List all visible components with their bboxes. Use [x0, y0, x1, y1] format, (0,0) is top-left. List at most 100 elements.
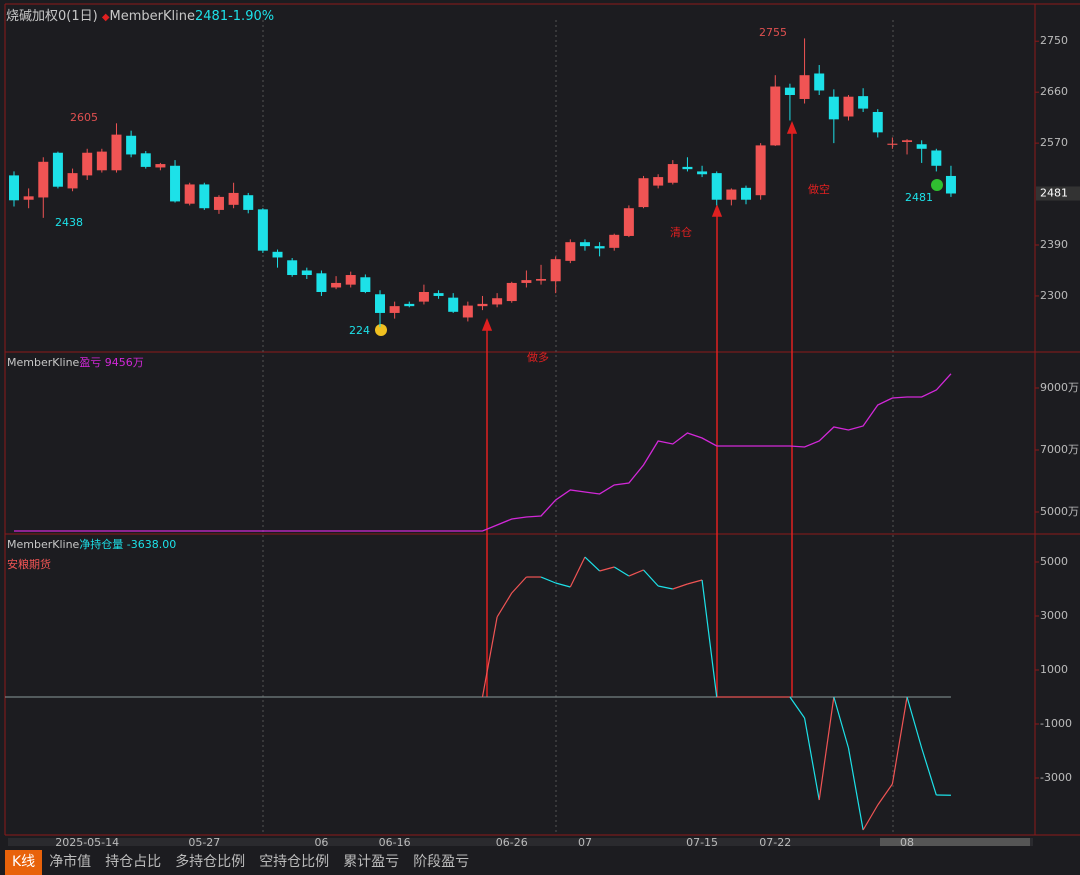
line-segment [847, 747, 864, 831]
candle-body [623, 208, 634, 236]
line [14, 373, 952, 532]
candle-body [272, 251, 283, 258]
candle-body [945, 175, 956, 194]
legend: MemberKline净持仓量 -3638.00 [7, 537, 176, 551]
annotation: 做多 [527, 350, 549, 364]
candle-body [814, 73, 825, 91]
candle-body [755, 145, 766, 196]
tab[interactable]: 累计盈亏 [343, 854, 400, 870]
legend: MemberKline盈亏 9456万 [7, 356, 144, 369]
candle-body [257, 209, 268, 251]
legend-entry: 盈亏 9456万 [79, 356, 144, 369]
indicator: MemberKline [109, 9, 195, 24]
candle-body [931, 150, 942, 166]
legend-subtitle: 安粮期货 [7, 557, 51, 571]
candle-body [697, 171, 708, 175]
candle-body [770, 86, 781, 146]
y-tick-label: 2300 [1040, 289, 1068, 302]
symbol: 烧碱加权0(1日) [6, 9, 98, 24]
candle-body [594, 246, 605, 249]
candle-body [9, 175, 19, 201]
candle-body [404, 303, 415, 307]
tab[interactable]: 多持仓比例 [175, 854, 246, 870]
candle-body [521, 280, 532, 283]
candle-body [828, 96, 839, 120]
line-segment [789, 696, 806, 719]
candle-body [506, 282, 517, 302]
candle-body [843, 96, 854, 117]
line-segment [687, 579, 703, 585]
annotation: 2438 [55, 216, 83, 229]
line-segment [628, 569, 644, 577]
current-price: 2481 [1040, 187, 1068, 200]
line-segment [862, 804, 879, 831]
y-tick-label: 2750 [1040, 34, 1068, 47]
line-segment [599, 566, 615, 572]
candle-body [887, 143, 898, 145]
candle-body [52, 152, 63, 187]
candle-body [711, 173, 722, 200]
candle-body [301, 270, 312, 276]
y-tick-label: 9000万 [1040, 381, 1079, 394]
y-tick-label: -3000 [1040, 771, 1072, 784]
header: 烧碱加权0(1日) ◆MemberKline2481-1.90% [6, 5, 274, 24]
candle-body [726, 189, 737, 200]
y-tick-label: -1000 [1040, 717, 1072, 730]
candle-body [23, 196, 34, 200]
x-tick-label: 05-27 [188, 836, 220, 849]
y-tick-label: 3000 [1040, 609, 1068, 622]
chart: 2300 2390 2570 2660 2750 2025-05-14 05-27 06 06-… [4, 3, 1080, 849]
y-tick-label: 2660 [1040, 85, 1068, 98]
marker: ◆ [101, 12, 110, 23]
line-segment [481, 616, 498, 698]
candle-body [243, 195, 254, 210]
line-segment [906, 696, 923, 749]
current-price-box [1036, 186, 1080, 201]
tab[interactable]: 阶段盈亏 [413, 854, 470, 870]
candle-body [550, 259, 561, 282]
candle-body [741, 187, 751, 200]
candle-body [872, 111, 883, 133]
y-tick-label: 2390 [1040, 238, 1068, 251]
candle-body [418, 291, 429, 302]
x-tick-label: 07-22 [759, 836, 791, 849]
candle-body [316, 273, 327, 292]
line-segment [672, 583, 688, 590]
tab[interactable]: 净市值 [49, 854, 92, 870]
line-segment [511, 576, 527, 594]
candle-body [536, 278, 547, 281]
candle-body [653, 177, 664, 186]
annotation: 2481 [905, 191, 933, 204]
x-tick-label: 07 [578, 836, 592, 849]
annotation: 224 [349, 324, 370, 337]
candle-body [111, 134, 122, 171]
line-segment [555, 582, 571, 588]
x-tick-label: 06-16 [379, 836, 411, 849]
candle-body [155, 164, 166, 168]
annotation: 清仓 [670, 225, 692, 239]
tab[interactable]: 空持仓比例 [259, 854, 330, 870]
line-segment [818, 696, 835, 801]
x-tick-label: 08 [900, 836, 914, 849]
candle-body [38, 161, 49, 198]
tab[interactable]: K线 [5, 850, 43, 875]
line-segment [569, 556, 586, 588]
line-segment [877, 783, 893, 806]
candle-body [82, 152, 93, 176]
candle-body [345, 275, 356, 285]
scroll-thumb[interactable] [880, 838, 1030, 846]
candle-body [858, 96, 869, 109]
legend-title: MemberKline [7, 356, 80, 369]
emoji [375, 324, 387, 336]
x-tick-label: 07-15 [686, 836, 718, 849]
candle-body [682, 166, 693, 170]
y-tick-label: 7000万 [1040, 443, 1079, 456]
scrollbar[interactable] [8, 838, 1033, 846]
tab[interactable]: 持仓占比 [105, 854, 162, 870]
line-segment [613, 566, 630, 577]
candle-body [565, 242, 576, 261]
frame [4, 3, 1080, 836]
candle-body [96, 151, 107, 171]
price: 2481 [195, 9, 229, 24]
